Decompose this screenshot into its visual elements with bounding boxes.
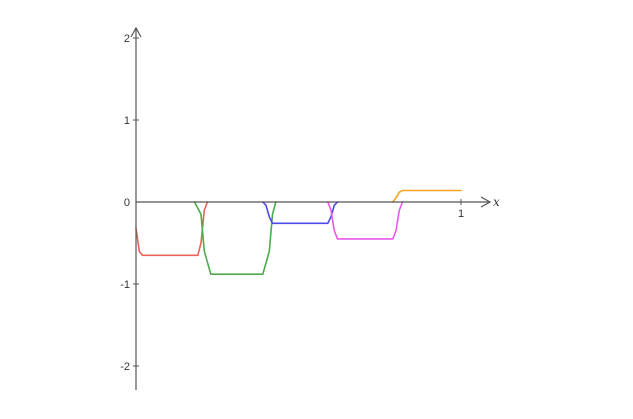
ticks-layer: 2 1 0 -1 -2 1	[120, 33, 464, 373]
axes-layer: x	[130, 26, 500, 390]
series-layer	[135, 189, 462, 275]
series-line-5	[392, 189, 462, 203]
series-line-2	[193, 201, 277, 275]
y-tick-label: 2	[124, 33, 130, 45]
series-line-4	[327, 201, 404, 240]
y-axis-arrow-icon	[130, 26, 142, 38]
x-axis-label: x	[493, 195, 500, 209]
series-line-3	[262, 201, 339, 225]
x-axis-arrow-icon	[480, 196, 492, 208]
y-tick-label: -2	[120, 361, 130, 373]
y-tick-label: -1	[120, 279, 130, 291]
y-tick-label: 0	[124, 197, 130, 209]
x-tick-label: 1	[458, 208, 464, 220]
series-line-1	[135, 201, 209, 257]
y-tick-label: 1	[124, 115, 130, 127]
